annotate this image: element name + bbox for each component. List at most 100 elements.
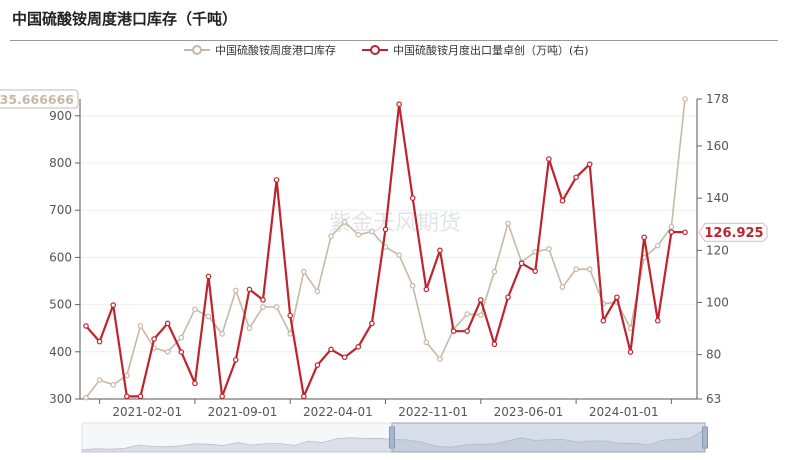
data-point (314, 362, 321, 368)
data-point (96, 377, 103, 383)
y-left-tick-label: 900 (49, 109, 72, 123)
data-point (328, 233, 334, 239)
data-point (301, 393, 307, 400)
data-point (505, 294, 511, 301)
data-point (559, 197, 566, 204)
y-left-tick-label: 400 (49, 345, 72, 359)
legend-item-inventory[interactable]: 中国硫酸铵周度港口库存 (184, 42, 336, 58)
data-point (205, 273, 212, 280)
data-point (301, 268, 307, 275)
data-point (450, 328, 457, 334)
legend-label-inventory: 中国硫酸铵周度港口库存 (215, 44, 336, 57)
x-tick-label: 2024-01-01 (589, 405, 659, 419)
zoom-handle-right[interactable] (702, 426, 708, 449)
watermark: 紫金天风期货 (329, 211, 461, 236)
data-point (124, 372, 130, 379)
data-point (505, 220, 511, 227)
chart-title: 中国硫酸铵周度港口库存（千吨） (12, 10, 238, 28)
y-right-tick-label: 80 (706, 348, 721, 362)
end-label-inventory: 935.666666 (0, 92, 74, 107)
data-point (464, 311, 470, 317)
data-point (260, 297, 266, 303)
y-right-tick-label: 160 (706, 139, 729, 153)
data-point (355, 231, 362, 238)
end-label-export: 126.925 (704, 226, 763, 241)
data-point (641, 234, 647, 241)
legend-swatch-inventory (184, 43, 210, 57)
x-tick-label: 2022-11-01 (398, 405, 468, 419)
data-point (83, 323, 89, 329)
data-point (682, 96, 688, 102)
data-point (654, 242, 661, 249)
data-point (260, 304, 266, 310)
data-point (532, 268, 539, 274)
legend-label-export: 中国硫酸铵月度出口量卓创（万吨）(右) (393, 44, 589, 57)
data-point (477, 297, 484, 303)
data-point (287, 312, 294, 319)
data-point (396, 101, 402, 108)
end-label-box-inventory (0, 89, 79, 109)
y-right-tick-label: 120 (706, 243, 729, 257)
y-left-tick-label: 300 (49, 392, 72, 406)
axes: 300 400 500 600 700 800 900 63 80 100 120 140 160 178… (49, 92, 729, 419)
data-point (273, 177, 280, 183)
data-point (382, 226, 389, 233)
data-point (219, 331, 225, 337)
y-left-tick-label: 700 (49, 203, 72, 217)
y-right-tick-label: 178 (706, 92, 729, 106)
data-point (314, 288, 321, 295)
zoom-selection (391, 422, 706, 453)
data-point (232, 357, 239, 363)
series-line-export (85, 103, 686, 398)
legend-swatch-export (362, 43, 388, 57)
title-divider (10, 40, 778, 41)
data-point (586, 161, 593, 168)
data-point (110, 302, 117, 308)
data-point (287, 331, 294, 337)
x-tick-label: 2021-02-01 (112, 405, 182, 419)
grid-lines (80, 115, 697, 400)
data-point (246, 286, 253, 293)
end-labels: 935.666666 126.925 (0, 89, 768, 242)
data-point (586, 266, 593, 273)
data-point (491, 341, 498, 348)
end-label-box-export (698, 222, 768, 242)
data-point (232, 287, 239, 294)
zoom-slider[interactable] (81, 422, 708, 453)
data-point (477, 312, 484, 318)
data-point (273, 304, 280, 310)
data-point (559, 284, 566, 290)
data-point (151, 336, 157, 342)
y-right-tick-label: 100 (706, 295, 729, 309)
data-point (219, 393, 225, 400)
data-point (546, 246, 552, 252)
data-point (573, 266, 579, 273)
data-point (355, 344, 362, 350)
data-point (668, 229, 675, 235)
data-point (83, 394, 89, 401)
data-point (614, 294, 620, 301)
zoom-handle-left[interactable] (389, 426, 395, 449)
data-point (164, 320, 171, 327)
data-point (437, 247, 443, 254)
data-point (423, 286, 430, 293)
series-layer (83, 96, 688, 401)
x-tick-label: 2023-06-01 (494, 405, 564, 419)
data-point (437, 356, 443, 362)
data-point (546, 156, 552, 162)
data-point (205, 313, 212, 320)
data-point (246, 325, 253, 332)
data-point (178, 349, 185, 355)
data-point (137, 393, 144, 400)
y-left-tick-label: 600 (49, 250, 72, 264)
data-point (409, 195, 416, 201)
data-point (573, 174, 579, 181)
data-point (627, 349, 634, 355)
data-point (164, 349, 171, 355)
data-point (137, 323, 144, 329)
data-point (192, 380, 198, 387)
x-tick-label: 2021-09-01 (208, 405, 278, 419)
y-left-tick-label: 500 (49, 298, 72, 312)
legend-item-export[interactable]: 中国硫酸铵月度出口量卓创（万吨）(右) (362, 42, 589, 58)
